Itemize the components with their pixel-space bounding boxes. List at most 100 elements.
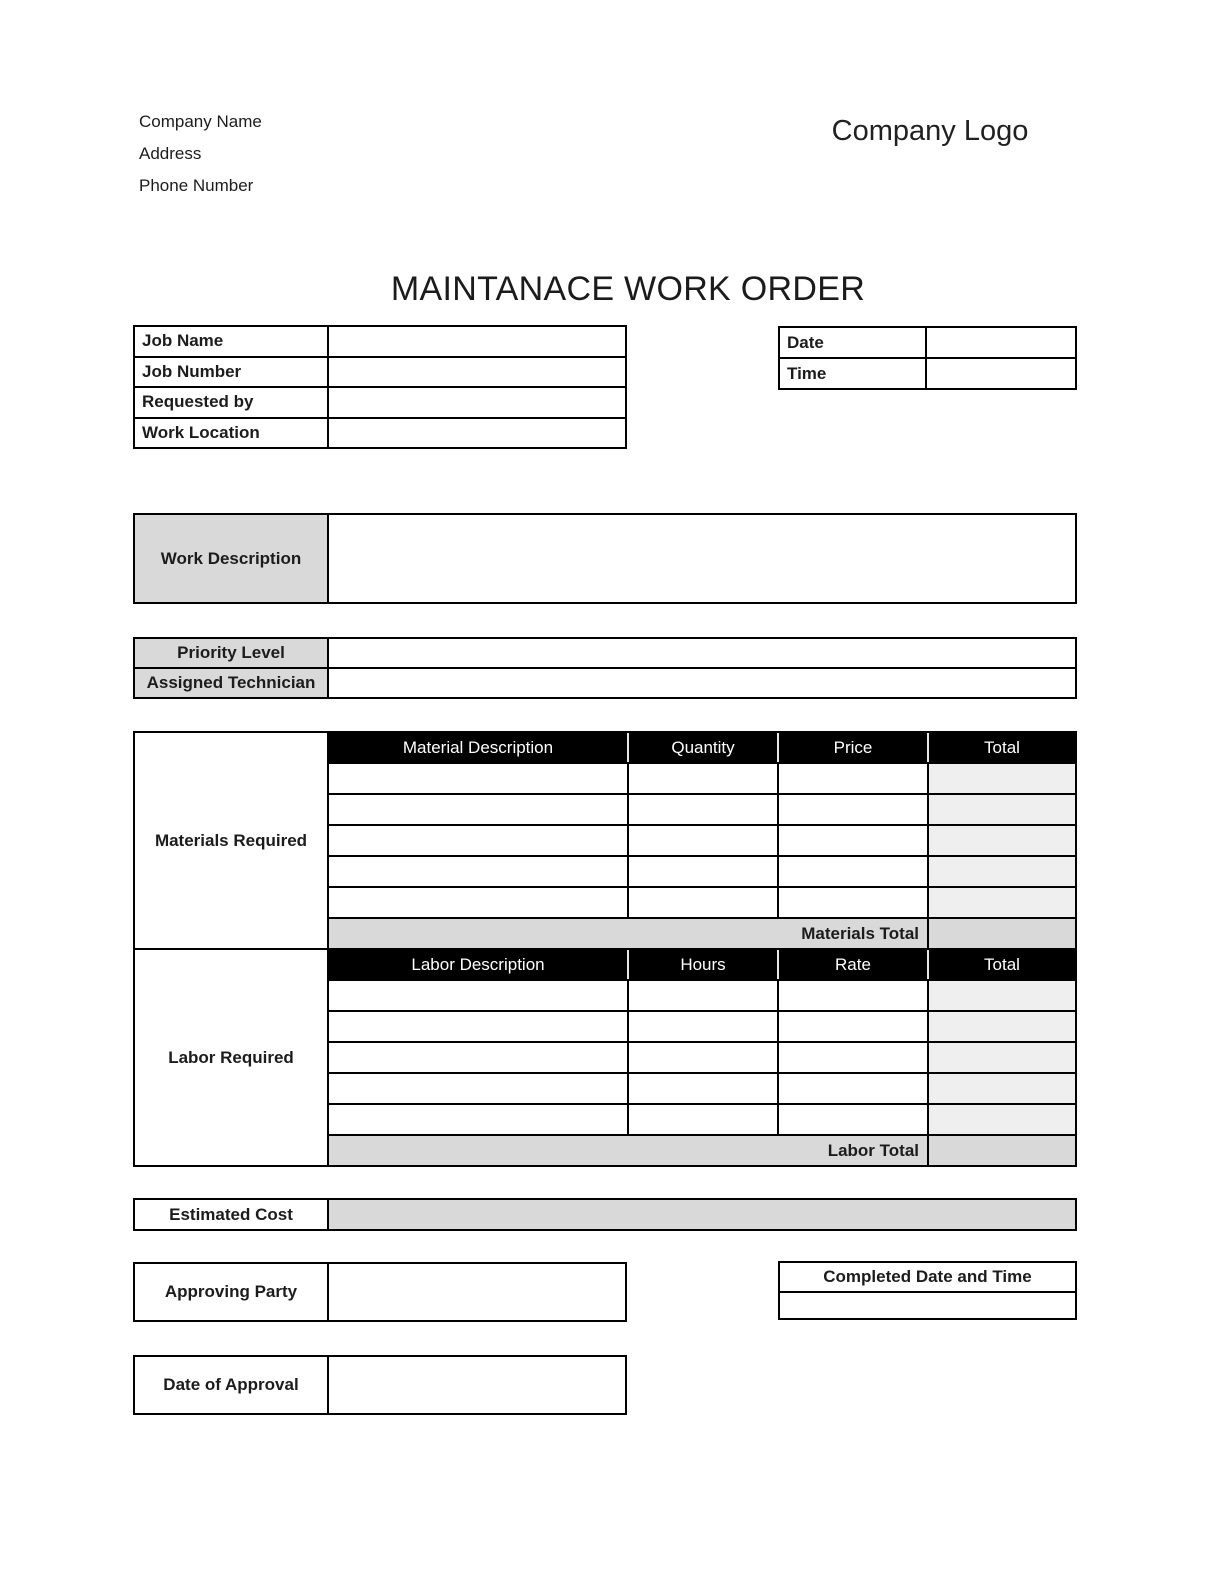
table-row	[329, 762, 1075, 793]
table-cell[interactable]	[927, 981, 1075, 1010]
estimated-cost-row: Estimated Cost	[133, 1198, 1077, 1231]
table-cell[interactable]	[927, 795, 1075, 824]
header-cell: Rate	[777, 950, 927, 979]
table-cell[interactable]	[627, 888, 777, 917]
row-label: Date	[780, 328, 927, 357]
table-cell[interactable]	[777, 764, 927, 793]
table-cell[interactable]	[927, 1105, 1075, 1134]
table-cell[interactable]	[627, 764, 777, 793]
date-of-approval-box: Date of Approval	[133, 1355, 627, 1415]
table-row	[329, 824, 1075, 855]
row-label: Work Location	[135, 418, 329, 447]
labor-rows	[329, 979, 1075, 1134]
materials-table: Material Description Quantity Price Tota…	[329, 733, 1075, 948]
header-cell: Hours	[627, 950, 777, 979]
table-row	[329, 1103, 1075, 1134]
row-label: Assigned Technician	[135, 669, 329, 697]
approving-party-label: Approving Party	[135, 1264, 329, 1320]
table-cell[interactable]	[777, 981, 927, 1010]
table-row	[329, 855, 1075, 886]
labor-section-label: Labor Required	[135, 950, 329, 1165]
row-label: Priority Level	[135, 639, 329, 667]
table-cell[interactable]	[627, 1105, 777, 1134]
assignment-table: Priority Level Assigned Technician	[133, 637, 1077, 699]
job-number-field[interactable]	[329, 357, 625, 386]
work-location-field[interactable]	[329, 418, 625, 447]
row-label: Job Name	[135, 327, 329, 356]
table-cell[interactable]	[777, 1012, 927, 1041]
table-cell[interactable]	[329, 1012, 627, 1041]
table-cell[interactable]	[927, 1012, 1075, 1041]
table-cell[interactable]	[627, 795, 777, 824]
document-title: MAINTANACE WORK ORDER	[390, 270, 866, 308]
table-cell[interactable]	[627, 1043, 777, 1072]
row-label: Job Number	[135, 357, 329, 386]
header-cell: Total	[927, 950, 1075, 979]
table-cell[interactable]	[329, 981, 627, 1010]
job-name-field[interactable]	[329, 327, 625, 356]
table-cell[interactable]	[777, 1105, 927, 1134]
table-cell[interactable]	[329, 1043, 627, 1072]
header-cell: Quantity	[627, 733, 777, 762]
table-cell[interactable]	[329, 1105, 627, 1134]
table-cell[interactable]	[927, 888, 1075, 917]
approving-party-field[interactable]	[329, 1264, 625, 1320]
labor-total-row: Labor Total	[329, 1134, 1075, 1165]
materials-section: Materials Required Material Description …	[133, 731, 1077, 950]
completed-field[interactable]	[780, 1293, 1075, 1318]
table-cell[interactable]	[627, 826, 777, 855]
table-cell[interactable]	[329, 857, 627, 886]
labor-total-label: Labor Total	[827, 1140, 919, 1160]
table-row	[329, 793, 1075, 824]
table-cell[interactable]	[627, 857, 777, 886]
date-field[interactable]	[927, 328, 1075, 357]
date-time-table: Date Time	[778, 326, 1077, 390]
table-cell[interactable]	[777, 888, 927, 917]
table-cell[interactable]	[927, 764, 1075, 793]
company-name-text: Company Name	[139, 112, 262, 131]
job-number-row: Job Number	[135, 355, 625, 386]
labor-section: Labor Required Labor Description Hours R…	[133, 948, 1077, 1167]
labor-table: Labor Description Hours Rate Total Labor…	[329, 950, 1075, 1165]
table-cell[interactable]	[927, 826, 1075, 855]
table-cell[interactable]	[927, 1043, 1075, 1072]
materials-total-field[interactable]	[927, 919, 1075, 948]
table-cell[interactable]	[777, 1043, 927, 1072]
date-of-approval-label: Date of Approval	[135, 1357, 329, 1413]
materials-section-label: Materials Required	[135, 733, 329, 948]
table-row	[329, 1072, 1075, 1103]
materials-header-row: Material Description Quantity Price Tota…	[329, 733, 1075, 762]
table-cell[interactable]	[329, 888, 627, 917]
table-cell[interactable]	[927, 857, 1075, 886]
table-cell[interactable]	[777, 826, 927, 855]
requested-by-field[interactable]	[329, 388, 625, 417]
table-cell[interactable]	[627, 1012, 777, 1041]
header-cell: Total	[927, 733, 1075, 762]
date-of-approval-field[interactable]	[329, 1357, 625, 1413]
table-cell[interactable]	[777, 795, 927, 824]
work-description-field[interactable]	[329, 515, 1075, 602]
assigned-technician-field[interactable]	[329, 669, 1075, 697]
table-cell[interactable]	[329, 826, 627, 855]
table-cell[interactable]	[329, 1074, 627, 1103]
time-field[interactable]	[927, 359, 1075, 388]
table-cell[interactable]	[329, 795, 627, 824]
job-name-row: Job Name	[135, 327, 625, 356]
table-row	[329, 979, 1075, 1010]
labor-total-field[interactable]	[927, 1136, 1075, 1165]
company-phone-text: Phone Number	[139, 176, 254, 195]
labor-header-row: Labor Description Hours Rate Total	[329, 950, 1075, 979]
table-cell[interactable]	[329, 764, 627, 793]
work-location-row: Work Location	[135, 416, 625, 447]
table-cell[interactable]	[777, 1074, 927, 1103]
table-cell[interactable]	[777, 857, 927, 886]
completed-label: Completed Date and Time	[780, 1263, 1075, 1293]
row-label: Requested by	[135, 388, 329, 417]
priority-level-field[interactable]	[329, 639, 1075, 667]
date-row: Date	[780, 328, 1075, 357]
estimated-cost-field[interactable]	[329, 1200, 1075, 1229]
table-cell[interactable]	[627, 1074, 777, 1103]
approving-party-box: Approving Party	[133, 1262, 627, 1322]
table-cell[interactable]	[927, 1074, 1075, 1103]
table-cell[interactable]	[627, 981, 777, 1010]
